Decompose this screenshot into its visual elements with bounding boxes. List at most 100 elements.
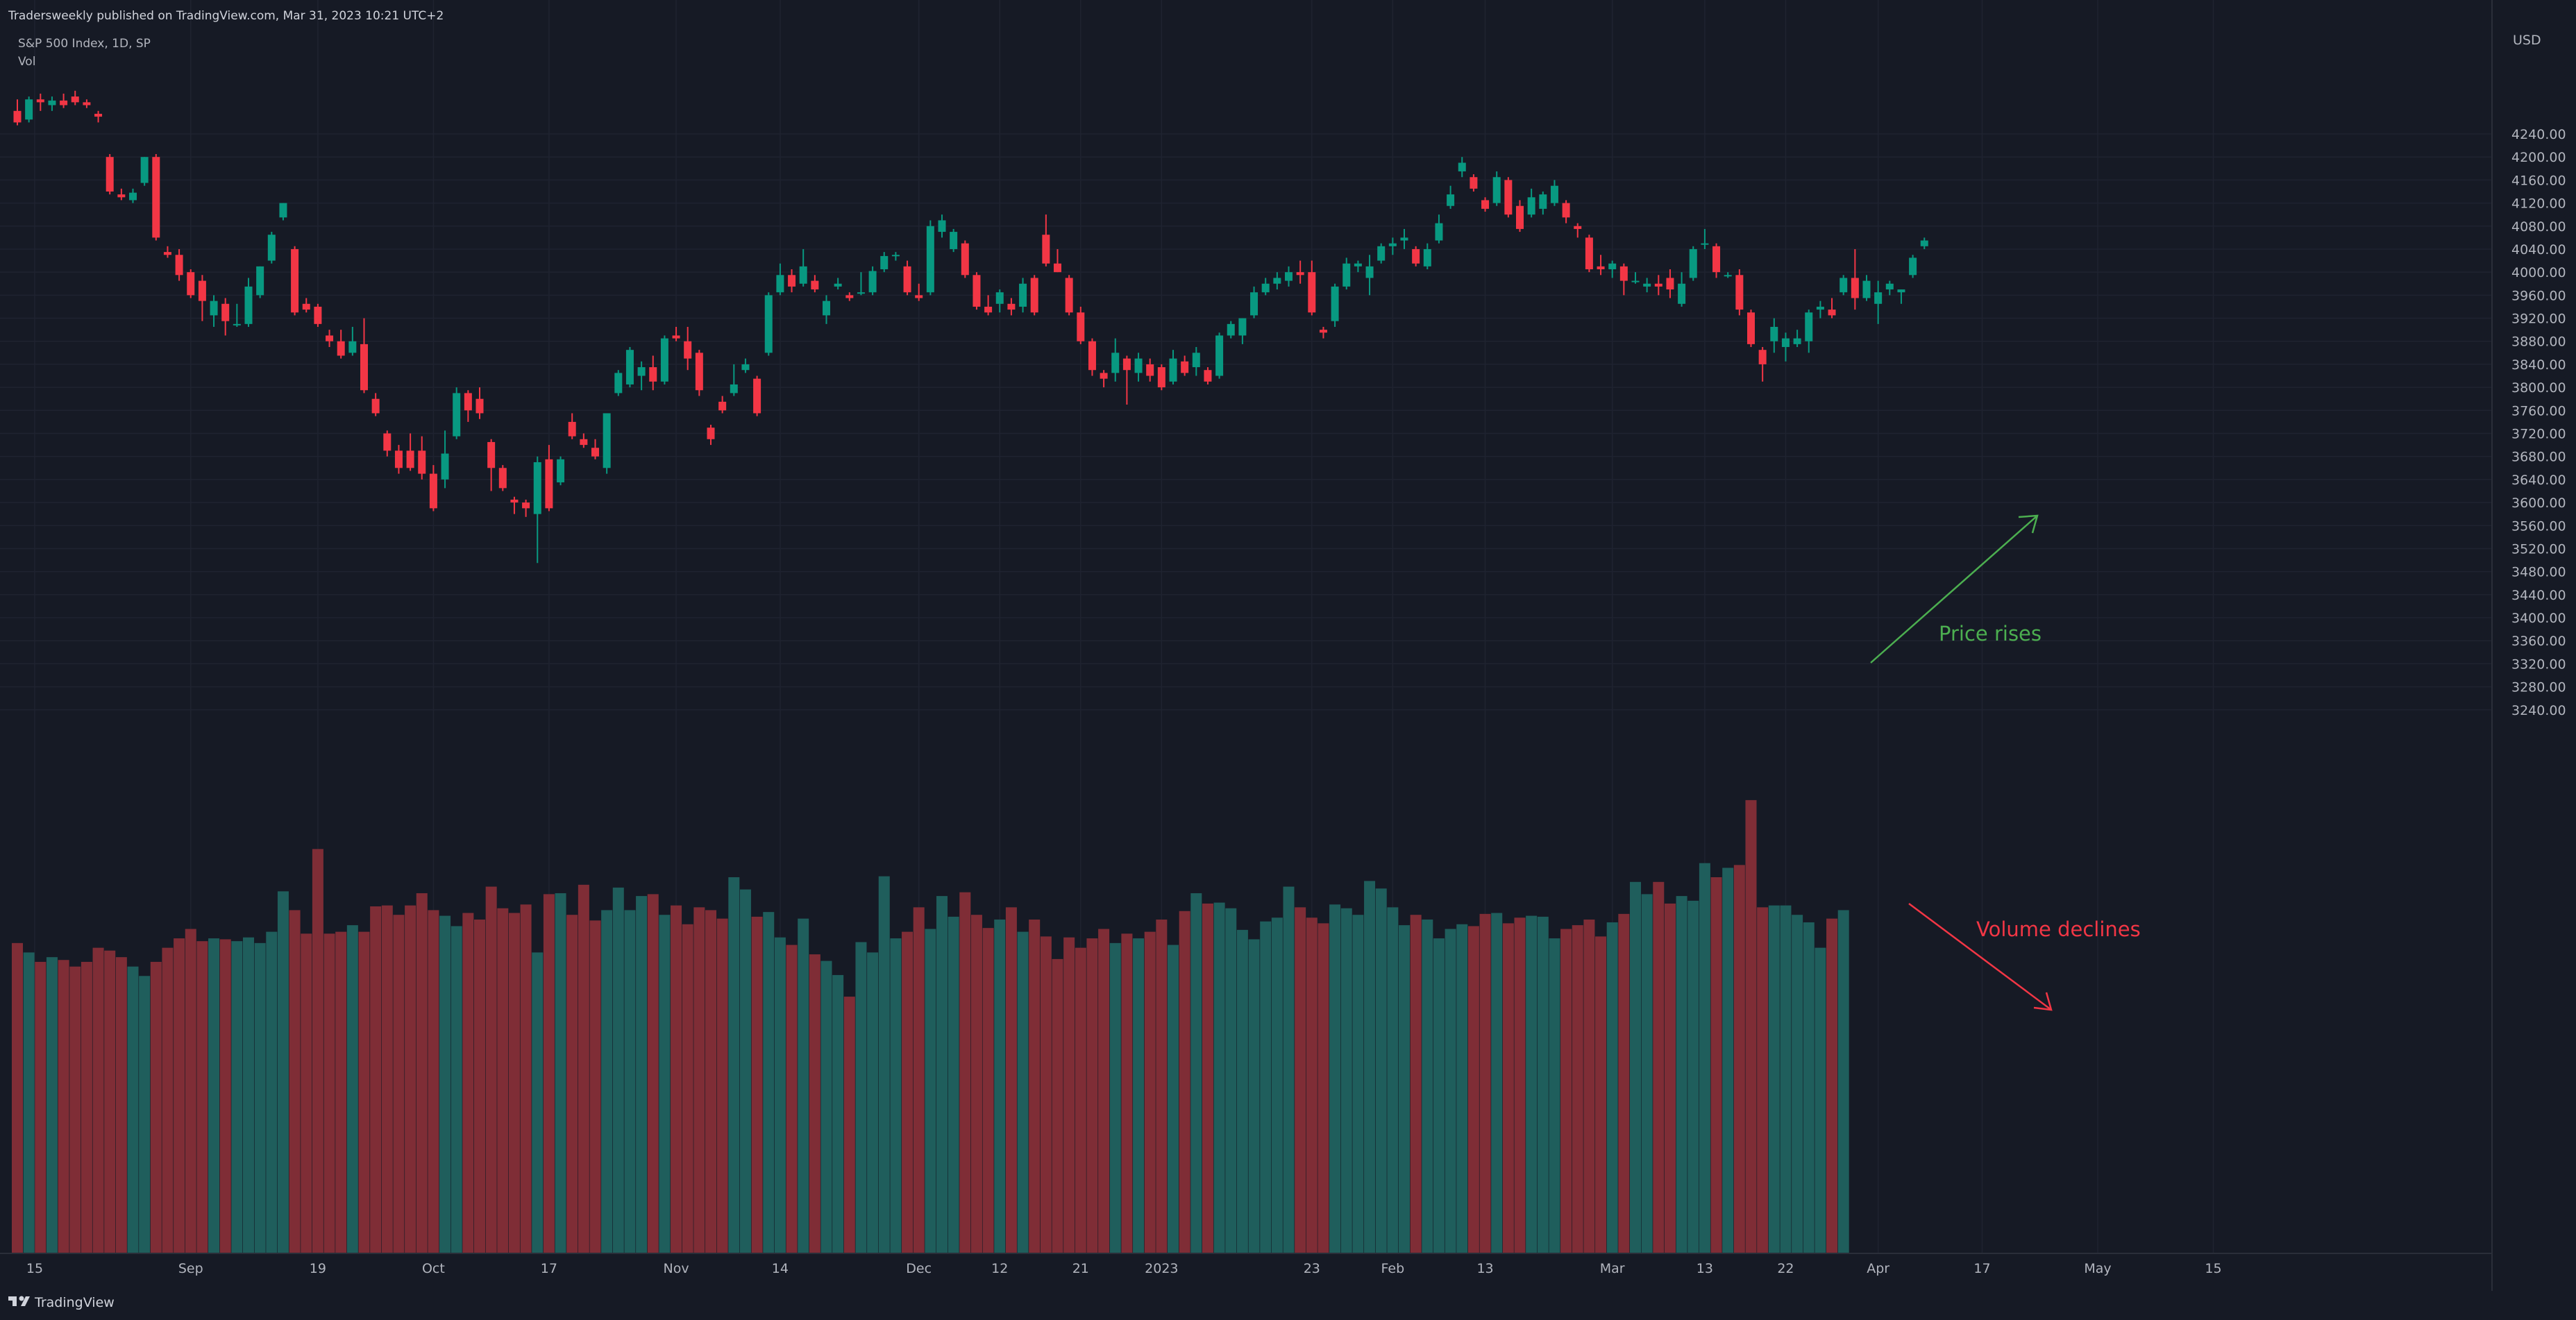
candle-body: [1712, 246, 1721, 273]
volume-bar: [497, 908, 509, 1253]
candle: [1019, 278, 1027, 313]
volume-bar: [312, 849, 323, 1253]
volume-bar: [1340, 908, 1352, 1253]
candle: [418, 436, 426, 480]
candle: [1331, 283, 1339, 327]
candle-body: [811, 280, 819, 290]
candle: [1585, 235, 1593, 273]
candle: [1181, 355, 1189, 376]
candle: [1920, 237, 1928, 249]
candle-body: [1920, 240, 1928, 246]
candle-body: [1134, 358, 1143, 373]
candle: [371, 393, 380, 416]
volume-bar: [185, 929, 196, 1253]
volume-bar: [612, 887, 624, 1253]
volume-bar: [1422, 919, 1433, 1253]
candle: [464, 390, 472, 422]
volume-bar: [705, 910, 716, 1253]
tradingview-brand[interactable]: TradingView: [8, 1295, 115, 1310]
volume-bar: [1375, 888, 1387, 1253]
time-tick-label: 14: [772, 1261, 789, 1276]
candle: [1273, 272, 1281, 290]
candle: [1862, 275, 1871, 301]
candle: [71, 90, 79, 105]
candle-body: [891, 255, 900, 257]
candle-body: [788, 275, 796, 287]
candle: [684, 326, 692, 371]
volume-bar: [878, 876, 890, 1253]
candle-body: [71, 96, 79, 103]
tradingview-logo-icon: [8, 1296, 30, 1306]
time-tick-label: 15: [2205, 1261, 2221, 1276]
volume-declines-annotation[interactable]: Volume declines: [1908, 902, 2141, 1011]
candle: [1412, 246, 1420, 266]
candle-body: [1504, 180, 1513, 215]
volume-bar: [243, 937, 254, 1253]
candle-body: [475, 398, 484, 414]
candle: [915, 283, 923, 301]
volume-bar: [323, 933, 335, 1253]
symbol-legend[interactable]: S&P 500 Index, 1D, SP: [18, 37, 151, 51]
volume-bar: [1526, 915, 1538, 1253]
volume-bar: [601, 910, 613, 1253]
candle-body: [1215, 335, 1224, 376]
candle-body: [591, 448, 599, 457]
volume-bar: [1017, 931, 1029, 1253]
volume-bar: [139, 976, 151, 1253]
candle: [995, 289, 1004, 313]
time-axis[interactable]: 15 Sep 19 Oct 17 Nov 14 Dec 12 21 2023 23 Feb 13 Mar 13…: [26, 1261, 2222, 1276]
candle: [221, 298, 230, 336]
volume-bar: [1699, 863, 1710, 1253]
candle-body: [1793, 338, 1801, 344]
candle: [880, 252, 889, 273]
volume-bar: [1745, 799, 1757, 1253]
candle-body: [1447, 194, 1455, 206]
candle: [533, 456, 541, 564]
candle-body: [1435, 223, 1443, 241]
candle-body: [938, 220, 946, 232]
candle-body: [371, 398, 380, 414]
price-axis[interactable]: 3240.00 3280.00 3320.00 3360.00 3400.00 3440.…: [2511, 127, 2566, 718]
candle: [383, 430, 392, 457]
candle-body: [117, 194, 126, 198]
candle: [1897, 289, 1905, 304]
time-tick-label: Feb: [1381, 1261, 1405, 1276]
candle-body: [291, 248, 299, 313]
time-tick-label: 17: [541, 1261, 557, 1276]
volume-bar: [1040, 936, 1052, 1253]
candle-body: [557, 459, 565, 483]
volume-bar: [1063, 937, 1075, 1253]
candle-body: [1030, 278, 1038, 313]
volume-bar: [1260, 921, 1272, 1253]
time-tick-label: 17: [1973, 1261, 1990, 1276]
candle: [175, 248, 183, 281]
candle-body: [1111, 353, 1120, 373]
candle-body: [48, 100, 56, 105]
candle: [1851, 248, 1859, 310]
time-tick-label: 13: [1476, 1261, 1493, 1276]
volume-legend[interactable]: Vol: [18, 55, 35, 69]
volume-bar: [693, 907, 705, 1253]
volume-bar: [636, 896, 648, 1253]
volume-bar: [1467, 926, 1479, 1253]
candle: [1134, 353, 1143, 382]
volume-bar: [1491, 913, 1503, 1253]
price-tick-label: 3240.00: [2511, 703, 2566, 718]
volume-bar: [1005, 907, 1017, 1253]
volume-bar: [959, 892, 971, 1253]
candle-body: [1192, 353, 1200, 368]
candle: [1470, 174, 1478, 192]
volume-bar: [1618, 913, 1630, 1253]
volume-bar: [1306, 917, 1318, 1253]
candle: [406, 433, 414, 471]
candle-body: [1631, 280, 1640, 282]
volume-bar: [1479, 913, 1491, 1253]
candle: [453, 387, 461, 439]
candle-body: [880, 255, 889, 270]
candle-body: [1308, 272, 1316, 313]
candle: [1077, 306, 1085, 344]
price-rises-annotation[interactable]: Price rises: [1870, 514, 2042, 663]
candle-body: [418, 450, 426, 474]
candle-body: [1169, 358, 1177, 382]
